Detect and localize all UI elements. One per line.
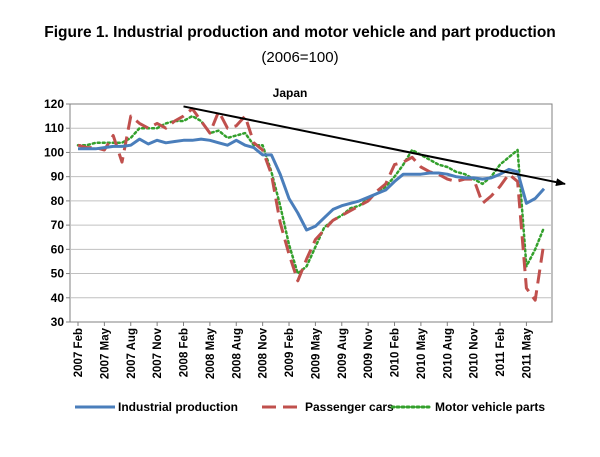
x-tick-label: 2009 Aug: [337, 328, 349, 379]
y-tick-label: 90: [51, 170, 65, 184]
y-axis: 30 40 50 60 70 80 90 100 110 120: [44, 97, 70, 329]
x-tick-label: 2010 Feb: [390, 328, 402, 377]
figure-title: Figure 1. Industrial production and moto…: [44, 24, 556, 41]
gridlines: [70, 127, 552, 299]
y-tick-label: 110: [45, 121, 65, 135]
series-line-motor-vehicle-parts: [76, 114, 546, 275]
x-tick-label: 2008 Feb: [179, 328, 191, 377]
series-lines: [76, 107, 546, 302]
y-tick-label: 50: [51, 267, 65, 281]
chart-inner-title: Japan: [273, 86, 308, 100]
plot-area-border: [69, 103, 553, 323]
y-tick-label: 30: [51, 315, 65, 329]
x-tick-label: 2007 Nov: [152, 327, 164, 378]
y-tick-label: 60: [51, 242, 65, 256]
x-tick-label: 2008 Nov: [258, 327, 270, 378]
x-tick-label: 2008 May: [205, 327, 217, 379]
series-line-industrial-production: [78, 137, 546, 232]
legend: Industrial production Passenger cars Motor…: [75, 400, 545, 414]
legend-label: Industrial production: [118, 400, 238, 414]
x-tick-label: 2008 Aug: [231, 328, 243, 379]
x-tick-label: 2009 Feb: [284, 328, 296, 377]
y-tick-label: 120: [44, 97, 64, 111]
y-tick-label: 80: [51, 194, 65, 208]
x-tick-label: 2011 Feb: [495, 328, 507, 377]
y-tick-label: 100: [44, 145, 64, 159]
y-tick-label: 40: [51, 291, 65, 305]
x-tick-label: 2007 Feb: [73, 328, 85, 377]
x-tick-label: 2010 Nov: [469, 327, 481, 378]
x-tick-label: 2010 May: [416, 327, 428, 379]
legend-label: Passenger cars: [305, 400, 394, 414]
figure-subtitle: (2006=100): [261, 49, 339, 66]
x-tick-label: 2009 Nov: [363, 327, 375, 378]
x-tick-label: 2011 May: [521, 327, 533, 378]
x-axis: 2007 Feb 2007 May 2007 Aug 2007 Nov 2008 Feb…: [73, 322, 533, 379]
x-tick-label: 2007 Aug: [126, 328, 138, 379]
x-tick-label: 2009 May: [310, 327, 322, 379]
x-tick-label: 2007 May: [99, 327, 111, 379]
y-tick-label: 70: [51, 218, 65, 232]
x-tick-label: 2010 Aug: [442, 328, 454, 379]
trend-arrow: [183, 105, 566, 187]
legend-label: Motor vehicle parts: [435, 400, 545, 414]
series-line-passenger-cars: [77, 107, 546, 302]
